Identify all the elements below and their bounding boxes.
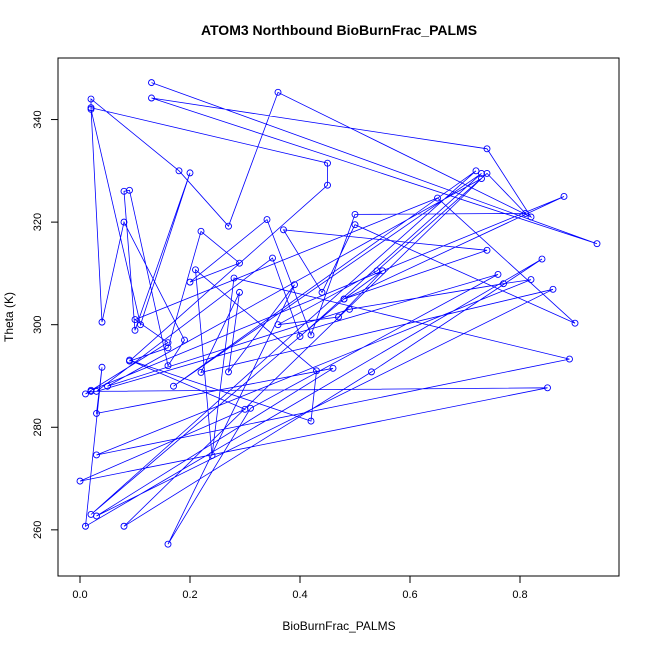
data-point <box>566 355 573 363</box>
data-point <box>164 540 172 548</box>
data-point <box>478 175 485 182</box>
data-point <box>120 218 128 226</box>
data-point <box>236 259 243 267</box>
data-point <box>434 194 441 202</box>
data-point <box>126 356 133 364</box>
data-point <box>186 169 194 177</box>
data-point <box>181 336 188 344</box>
chart-title: ATOM3 Northbound BioBurnFrac_PALMS <box>201 22 477 38</box>
data-point <box>274 321 282 329</box>
data-point <box>478 169 485 177</box>
data-point <box>538 255 546 263</box>
y-tick-label: 260 <box>32 521 44 539</box>
data-point <box>137 321 144 329</box>
data-point <box>247 404 254 412</box>
x-tick-label: 0.8 <box>512 589 527 601</box>
data-point <box>87 386 95 394</box>
data-point <box>472 167 480 175</box>
data-point <box>164 344 172 352</box>
data-point <box>98 318 106 326</box>
data-point <box>571 319 579 327</box>
data-point <box>324 181 331 189</box>
data-point <box>87 104 95 112</box>
x-tick-label: 0.0 <box>72 589 87 601</box>
data-point <box>126 186 133 194</box>
series-line <box>79 82 598 545</box>
data-point <box>225 222 232 230</box>
data-point <box>164 339 172 347</box>
data-point <box>324 159 331 167</box>
y-tick-label: 320 <box>32 213 44 231</box>
data-point <box>318 288 326 296</box>
data-point <box>291 281 298 289</box>
data-point <box>98 363 106 371</box>
data-point <box>82 522 89 530</box>
data-point <box>87 95 95 103</box>
data-point <box>269 254 276 262</box>
data-point <box>527 276 535 284</box>
data-point <box>340 295 348 303</box>
data-point <box>522 209 529 217</box>
data-point <box>76 477 84 485</box>
data-point <box>280 226 287 234</box>
data-point <box>549 285 557 293</box>
data-point <box>329 364 337 372</box>
data-point <box>494 270 502 278</box>
data-point <box>186 278 194 286</box>
data-point <box>351 210 359 218</box>
data-point <box>527 213 535 221</box>
x-axis-label: BioBurnFrac_PALMS <box>282 619 395 633</box>
data-point <box>307 331 315 339</box>
data-point <box>197 227 205 235</box>
y-axis: 260 280 300 320 340 <box>32 110 59 539</box>
data-point <box>368 368 375 376</box>
y-tick-label: 300 <box>32 316 44 334</box>
data-point <box>593 240 601 248</box>
data-point <box>263 216 271 224</box>
data-point <box>313 367 320 375</box>
data-point <box>131 316 139 324</box>
data-point <box>373 267 381 275</box>
data-point <box>148 94 155 102</box>
data-point <box>483 246 491 254</box>
x-axis: 0.0 0.2 0.4 0.6 0.8 <box>72 575 528 601</box>
data-point <box>230 274 238 282</box>
y-tick-label: 280 <box>32 418 44 436</box>
x-tick-label: 0.6 <box>402 589 417 601</box>
data-point <box>274 88 282 96</box>
data-point <box>500 280 507 288</box>
data-point <box>544 384 551 392</box>
data-point <box>560 193 568 200</box>
data-point <box>335 313 342 321</box>
data-point <box>175 167 183 175</box>
data-point <box>120 522 128 530</box>
data-point <box>104 382 111 390</box>
y-tick-label: 340 <box>32 110 44 128</box>
data-point <box>164 362 172 370</box>
data-point <box>296 333 304 340</box>
data-point <box>208 452 216 459</box>
data-point <box>170 382 177 390</box>
data-point <box>483 145 491 153</box>
x-tick-label: 0.2 <box>182 589 197 601</box>
data-point <box>225 368 232 376</box>
data-point <box>351 221 359 229</box>
data-point <box>131 326 139 334</box>
data-point <box>148 79 155 87</box>
data-point <box>379 267 386 275</box>
y-axis-label: Theta (K) <box>2 292 16 342</box>
data-point <box>93 409 100 417</box>
data-point <box>192 266 199 274</box>
series-layer <box>76 79 601 548</box>
data-point <box>93 451 100 459</box>
data-point <box>307 417 315 425</box>
data-point <box>197 368 205 376</box>
data-point <box>82 390 89 398</box>
data-point <box>236 288 243 296</box>
data-point <box>87 511 95 518</box>
x-tick-label: 0.4 <box>292 589 307 601</box>
data-point <box>346 305 353 313</box>
data-point <box>483 169 491 177</box>
